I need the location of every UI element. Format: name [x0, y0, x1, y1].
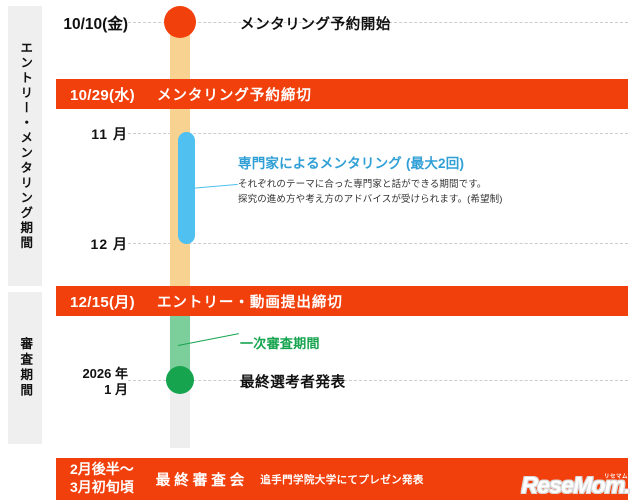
date-label-january: 2026 年 1 月: [44, 366, 128, 399]
dashed-guide-line: [128, 243, 628, 244]
dashed-guide-line: [128, 380, 628, 381]
date-label-december-text: 12 月: [90, 236, 128, 252]
date-label-december: 12 月: [44, 234, 128, 254]
banner-mentoring-deadline: 10/29(水) メンタリング予約締切: [56, 79, 628, 109]
phase-label-review: 審査期間: [18, 337, 33, 399]
event-mentoring-start: メンタリング予約開始: [240, 17, 391, 33]
date-label-start-text: 10/10(金): [63, 16, 128, 33]
mentoring-period-bar: [178, 132, 195, 244]
callout-mentoring-body-line2: 探究の進め方や考え方のアドバイスが受けられます。(希望制): [238, 193, 503, 205]
dashed-guide-line: [128, 133, 628, 134]
date-label-november-text: 11 月: [91, 126, 128, 142]
milestone-node-finalists: [166, 366, 194, 394]
milestone-node-start: [164, 6, 196, 38]
date-label-start: 10/10(金): [44, 12, 128, 34]
banner-final-screening: 2月後半～ 3月初旬頃 最終審査会 追手門学院大学にてプレゼン発表: [56, 458, 628, 500]
banner-entry-deadline-date: 12/15(月): [70, 293, 135, 311]
banner-final-screening-subtitle: 追手門学院大学にてプレゼン発表: [260, 473, 424, 486]
event-finalists-announced: 最終選考者発表: [240, 375, 346, 391]
banner-mentoring-deadline-date: 10/29(水): [70, 86, 135, 104]
callout-mentoring-body-line1: それぞれのテーマに合った専門家と話ができる期間です。: [238, 179, 487, 190]
banner-final-screening-title: 最終審査会: [155, 472, 249, 489]
banner-final-screening-date: 2月後半～ 3月初旬頃: [70, 461, 134, 497]
banner-entry-deadline: 12/15(月) エントリー・動画提出締切: [56, 286, 628, 316]
banner-entry-deadline-text: エントリー・動画提出締切: [156, 294, 343, 311]
callout-first-review-title: 一次審査期間: [240, 336, 320, 351]
dashed-guide-line: [128, 22, 628, 23]
date-label-january-month: 1 月: [104, 382, 128, 398]
leader-line-mentoring: [189, 183, 238, 189]
banner-mentoring-deadline-text: メンタリング予約締切: [156, 87, 312, 104]
phase-rail-review: 審査期間: [8, 292, 42, 444]
callout-mentoring: 専門家によるメンタリング (最大2回) それぞれのテーマに合った専門家と話ができ…: [238, 152, 538, 207]
date-label-november: 11 月: [44, 124, 128, 144]
callout-mentoring-title: 専門家によるメンタリング (最大2回): [238, 156, 465, 171]
banner-final-screening-date-line2: 3月初旬頃: [70, 479, 134, 495]
date-label-january-year: 2026 年: [82, 366, 128, 381]
banner-final-screening-date-line1: 2月後半～: [70, 461, 134, 478]
phase-rail-entry: エントリー・メンタリング期間: [8, 6, 42, 286]
phase-label-entry: エントリー・メンタリング期間: [18, 41, 33, 251]
timeline-track-green: [170, 300, 190, 382]
